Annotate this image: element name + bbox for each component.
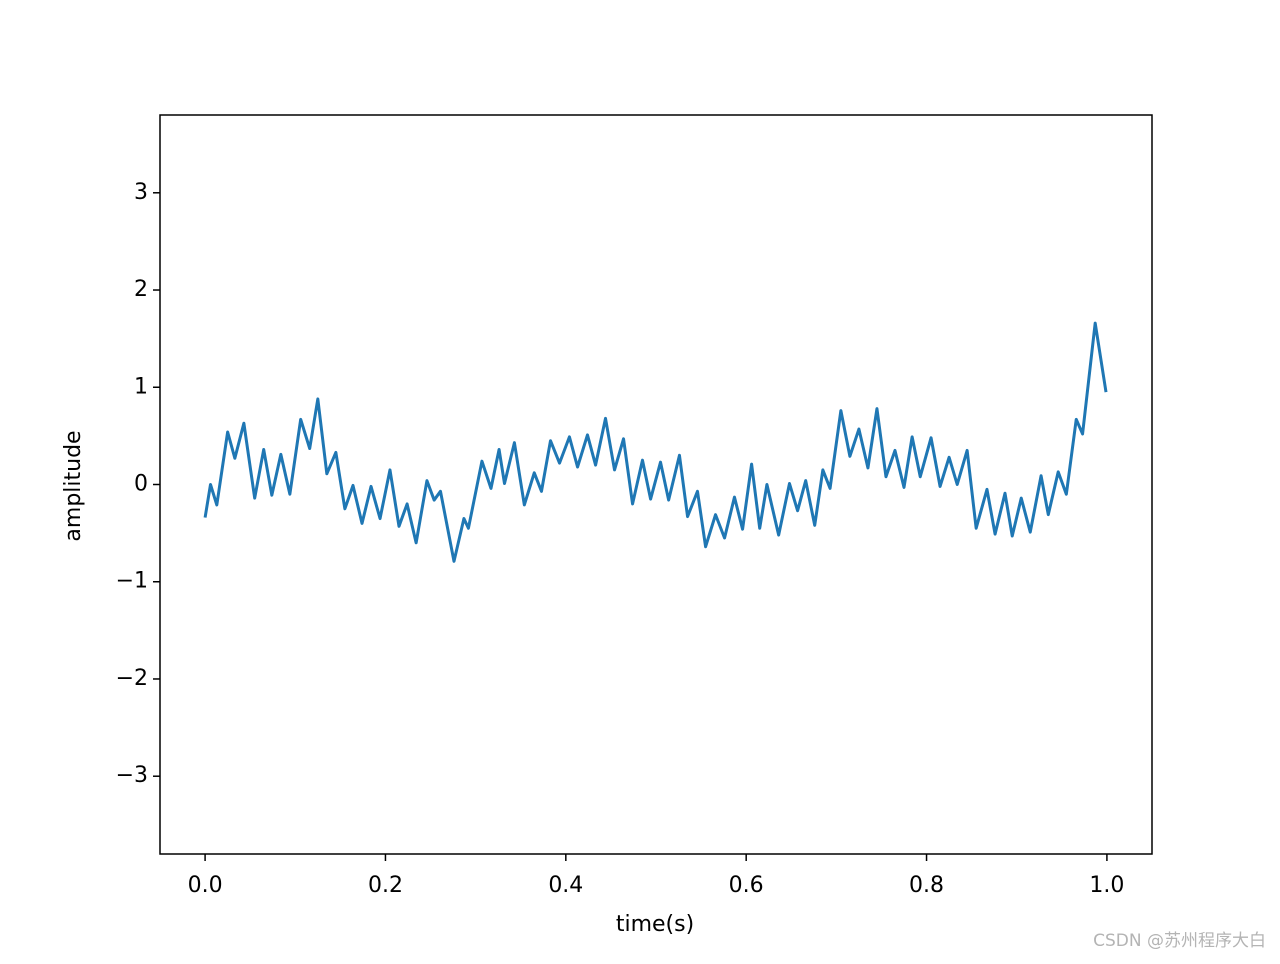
x-tick-label: 0.4	[548, 873, 583, 898]
x-tick-label: 0.0	[188, 873, 223, 898]
x-tick-label: 0.8	[909, 873, 944, 898]
y-axis-label: amplitude	[61, 430, 86, 541]
y-tick-label: 0	[134, 472, 148, 497]
y-tick-label: 2	[134, 277, 148, 302]
watermark: CSDN @苏州程序大白	[1093, 931, 1266, 951]
y-tick-label: −2	[116, 666, 148, 691]
y-tick-label: 3	[134, 180, 148, 205]
plot-frame	[159, 114, 1153, 855]
data-line	[203, 321, 1108, 563]
y-tick-label: −1	[116, 569, 148, 594]
y-tick-label: 1	[134, 374, 148, 399]
y-tick-label: −3	[116, 763, 148, 788]
x-axis-label: time(s)	[616, 912, 694, 937]
x-tick-label: 1.0	[1089, 873, 1124, 898]
x-tick-label: 0.2	[368, 873, 403, 898]
x-tick-label: 0.6	[729, 873, 764, 898]
